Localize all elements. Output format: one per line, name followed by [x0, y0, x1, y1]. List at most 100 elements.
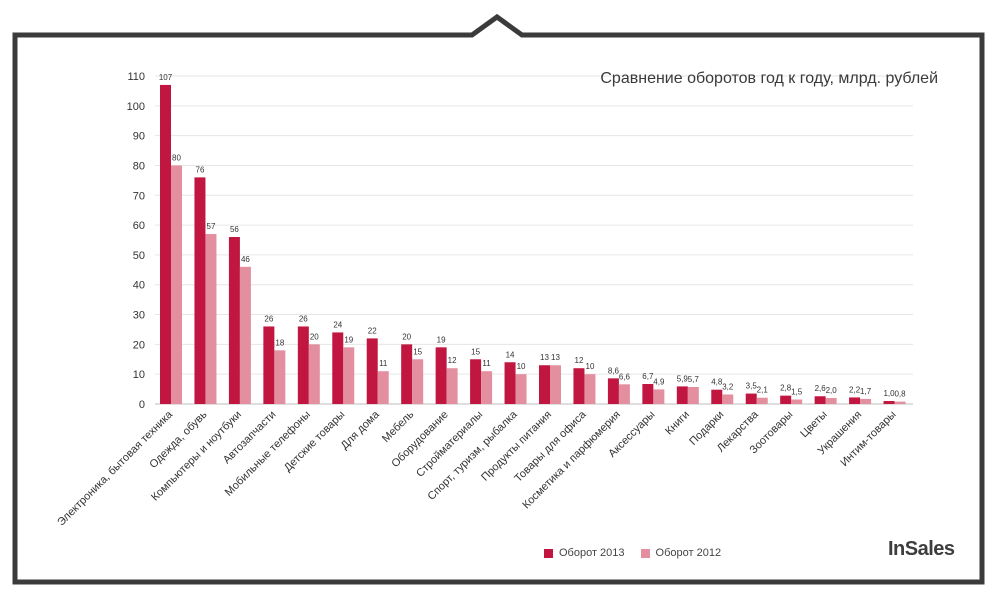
data-label: 4,9 — [653, 377, 665, 386]
data-label: 18 — [275, 338, 284, 347]
x-category-label: Книги — [663, 409, 692, 438]
y-tick-label: 80 — [133, 160, 145, 172]
data-label: 11 — [482, 359, 491, 368]
data-label: 13 — [551, 353, 560, 362]
data-label: 80 — [172, 153, 181, 162]
legend-label-2012: Оборот 2012 — [655, 547, 722, 559]
data-label: 8,6 — [608, 366, 620, 375]
bar-2013 — [263, 326, 275, 404]
bar-2013 — [745, 393, 757, 404]
bar-2013 — [539, 365, 550, 404]
x-category-label: Цветы — [798, 409, 830, 441]
y-tick-label: 40 — [133, 280, 145, 292]
data-label: 2,2 — [849, 385, 861, 394]
data-label: 57 — [207, 222, 216, 231]
data-label: 2,8 — [780, 384, 792, 393]
x-category-label: Детские товары — [282, 409, 348, 475]
bar-2013 — [160, 84, 171, 404]
data-label: 13 — [540, 353, 549, 362]
bar-2013 — [332, 332, 344, 404]
data-label: 46 — [241, 255, 250, 264]
legend-item-2012: Оборот 2012 — [640, 547, 722, 559]
bar-2013 — [849, 397, 861, 404]
data-label: 1,7 — [860, 387, 872, 396]
data-label: 15 — [413, 347, 422, 356]
data-label: 15 — [471, 347, 480, 356]
legend-swatch-2013 — [544, 548, 553, 558]
y-tick-label: 90 — [133, 131, 145, 143]
y-tick-label: 0 — [139, 399, 145, 411]
bar-2012 — [894, 401, 906, 404]
bar-2013 — [504, 362, 516, 404]
bar-2012 — [515, 374, 527, 404]
bar-2012 — [446, 368, 458, 404]
insales-logo: InSales — [888, 538, 955, 560]
data-label: 12 — [448, 356, 457, 365]
data-label: 2,6 — [815, 384, 827, 393]
legend-item-2013: Оборот 2013 — [544, 547, 625, 559]
bar-2012 — [722, 394, 734, 404]
data-label: 5,9 — [677, 374, 689, 383]
bar-2012 — [412, 359, 424, 404]
data-label: 22 — [368, 326, 377, 335]
bar-2012 — [377, 371, 389, 404]
data-label: 11 — [379, 359, 388, 368]
legend-swatch-2012 — [640, 548, 650, 558]
y-tick-label: 100 — [127, 101, 145, 113]
data-label: 24 — [333, 320, 342, 329]
data-label: 3,5 — [746, 382, 758, 391]
bar-2013 — [573, 368, 585, 404]
bar-2013 — [470, 359, 482, 404]
chart-bars — [160, 84, 906, 404]
y-tick-label: 30 — [133, 310, 145, 322]
data-label: 10 — [517, 362, 526, 371]
bar-2012 — [308, 344, 320, 404]
bar-2012 — [343, 347, 355, 404]
bar-2012 — [860, 398, 872, 404]
data-label: 6,7 — [642, 372, 654, 381]
data-label: 5,7 — [688, 375, 700, 384]
y-tick-label: 60 — [133, 220, 145, 232]
y-tick-label: 10 — [133, 369, 145, 381]
bar-2012 — [481, 371, 493, 404]
y-tick-label: 70 — [133, 190, 145, 202]
data-label: 107 — [159, 73, 173, 82]
data-label: 26 — [299, 314, 308, 323]
bar-2012 — [205, 234, 217, 404]
bar-2012 — [791, 399, 803, 404]
chart-legend: Оборот 2013 Оборот 2012 — [544, 545, 737, 561]
x-category-label: Для дома — [339, 408, 383, 452]
data-label: 6,6 — [619, 372, 631, 381]
y-axis-ticks: 0 10 20 30 40 50 60 70 80 90 100 110 — [127, 71, 145, 411]
bar-2013 — [366, 338, 378, 404]
bar-2013 — [401, 344, 413, 404]
data-label: 20 — [402, 332, 411, 341]
data-label: 76 — [196, 165, 205, 174]
data-label: 26 — [264, 314, 273, 323]
bar-2012 — [550, 365, 561, 404]
data-label: 14 — [506, 350, 515, 359]
data-label: 0,8 — [894, 390, 906, 399]
data-label: 19 — [344, 335, 353, 344]
bar-2013 — [435, 347, 447, 404]
bar-2013 — [814, 396, 826, 404]
chart-title: Сравнение оборотов год к году, млрд. руб… — [600, 70, 938, 87]
data-label: 19 — [437, 335, 446, 344]
data-label: 20 — [310, 332, 319, 341]
bar-2013 — [194, 177, 206, 404]
data-label: 3,2 — [722, 382, 734, 391]
y-tick-label: 50 — [133, 250, 145, 262]
bar-2012 — [618, 384, 630, 404]
bar-2013 — [607, 378, 619, 404]
bar-2013 — [883, 401, 895, 404]
bar-2012 — [825, 398, 837, 404]
bar-2012 — [653, 389, 665, 404]
bar-2013 — [780, 395, 792, 404]
data-label: 1,0 — [883, 389, 895, 398]
data-label: 56 — [230, 225, 239, 234]
bar-2012 — [584, 374, 596, 404]
